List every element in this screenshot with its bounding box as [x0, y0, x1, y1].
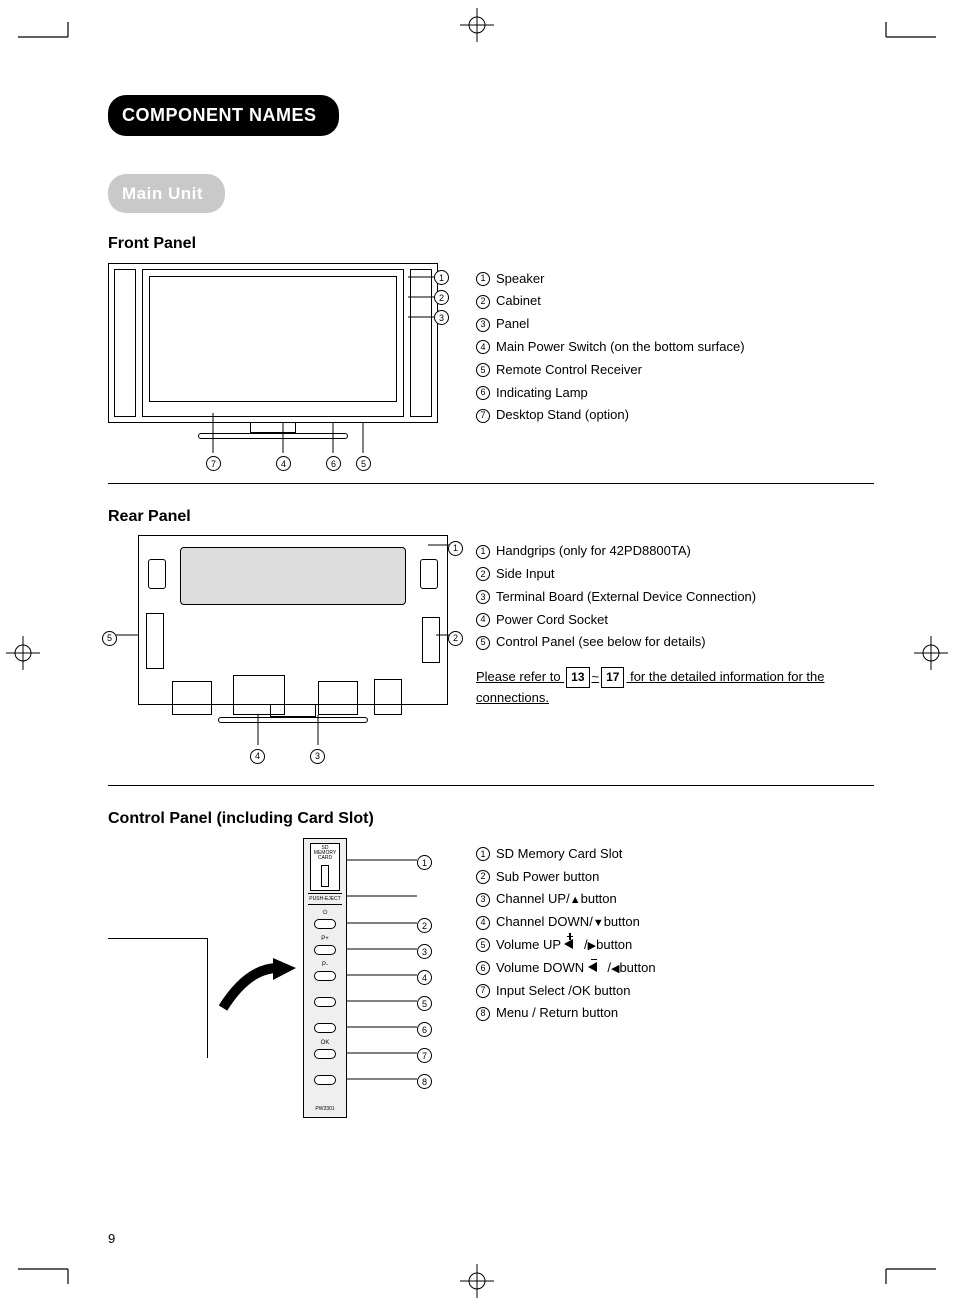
list-item: Volume UP /▶button — [496, 935, 632, 956]
callout-num: 2 — [434, 290, 449, 305]
callout-num: 7 — [206, 456, 221, 471]
front-panel-illustration: 1 2 3 7 4 6 5 — [108, 263, 448, 463]
section-title-pill: COMPONENT NAMES — [108, 95, 339, 136]
rear-panel-illustration: 1 2 5 4 3 — [108, 535, 448, 765]
list-item: Control Panel (see below for details) — [496, 632, 706, 653]
page-ref: 17 — [601, 667, 624, 688]
callout-num: 4 — [276, 456, 291, 471]
registration-mark-icon — [6, 636, 40, 670]
list-item: Sub Power button — [496, 867, 599, 888]
triangle-up-icon: ▲ — [570, 894, 581, 906]
callout-num: 5 — [102, 631, 117, 646]
control-panel-heading: Control Panel (including Card Slot) — [108, 806, 874, 832]
callout-num: 3 — [417, 944, 432, 959]
callout-num: 5 — [356, 456, 371, 471]
front-panel-heading: Front Panel — [108, 231, 874, 257]
arrow-icon — [218, 958, 298, 1018]
control-panel-block: Control Panel (including Card Slot) SD M… — [108, 806, 874, 1128]
callout-num: 3 — [310, 749, 325, 764]
volume-down-icon — [588, 962, 604, 972]
callout-num: 2 — [448, 631, 463, 646]
rear-panel-list: 1Handgrips (only for 42PD8800TA) 2Side I… — [476, 535, 874, 709]
page-content: COMPONENT NAMES Main Unit Front Panel 1 — [108, 95, 874, 1128]
list-item: Terminal Board (External Device Connecti… — [496, 587, 756, 608]
callout-num: 8 — [417, 1074, 432, 1089]
control-panel-list: 1SD Memory Card Slot 2Sub Power button 3… — [476, 838, 874, 1026]
list-item: Main Power Switch (on the bottom surface… — [496, 337, 745, 358]
callout-num: 6 — [326, 456, 341, 471]
list-item: Power Cord Socket — [496, 610, 608, 631]
page-ref: 13 — [566, 667, 589, 688]
list-item: Menu / Return button — [496, 1003, 618, 1024]
control-panel-illustration: SD MEMORY CARD PUSH-EJECT ⏻ P+ P- OK — [108, 838, 448, 1128]
triangle-down-icon: ▼ — [593, 917, 604, 929]
list-item: Speaker — [496, 269, 544, 290]
list-item: SD Memory Card Slot — [496, 844, 622, 865]
callout-num: 2 — [417, 918, 432, 933]
triangle-right-icon: ▶ — [588, 940, 596, 952]
list-item: Input Select /OK button — [496, 981, 630, 1002]
list-item: Panel — [496, 314, 529, 335]
list-item: Side Input — [496, 564, 555, 585]
page-number: 9 — [108, 1229, 115, 1250]
callout-num: 4 — [250, 749, 265, 764]
refer-note: Please refer to 13~17 for the detailed i… — [476, 667, 874, 709]
subsection-title-pill: Main Unit — [108, 174, 225, 213]
divider — [108, 483, 874, 484]
crop-mark-icon — [18, 1254, 78, 1284]
callout-num: 5 — [417, 996, 432, 1011]
crop-mark-icon — [876, 1254, 936, 1284]
registration-mark-icon — [914, 636, 948, 670]
callout-num: 6 — [417, 1022, 432, 1037]
callout-num: 1 — [417, 855, 432, 870]
model-number: PW3301 — [304, 1105, 346, 1113]
callout-num: 7 — [417, 1048, 432, 1063]
registration-mark-icon — [460, 1264, 494, 1298]
rear-panel-block: Rear Panel 1 2 5 — [108, 504, 874, 766]
front-panel-block: Front Panel 1 2 3 — [108, 231, 874, 463]
leader-lines-icon — [108, 535, 468, 765]
crop-mark-icon — [18, 22, 78, 52]
front-panel-list: 1Speaker 2Cabinet 3Panel 4Main Power Swi… — [476, 263, 874, 429]
push-eject-label: PUSH-EJECT — [308, 893, 342, 905]
leader-lines-icon — [108, 403, 438, 463]
divider — [108, 785, 874, 786]
rear-panel-heading: Rear Panel — [108, 504, 874, 530]
list-item: Cabinet — [496, 291, 541, 312]
registration-mark-icon — [460, 8, 494, 42]
callout-num: 4 — [417, 970, 432, 985]
list-item: Volume DOWN /◀button — [496, 958, 656, 979]
crop-mark-icon — [876, 22, 936, 52]
callout-num: 3 — [434, 310, 449, 325]
list-item: Remote Control Receiver — [496, 360, 642, 381]
list-item: Desktop Stand (option) — [496, 405, 629, 426]
sd-card-slot: SD MEMORY CARD — [310, 843, 340, 891]
control-strip: SD MEMORY CARD PUSH-EJECT ⏻ P+ P- OK — [303, 838, 347, 1118]
callout-num: 1 — [434, 270, 449, 285]
list-item: Channel UP/▲button — [496, 889, 617, 910]
callout-num: 1 — [448, 541, 463, 556]
volume-up-icon — [564, 939, 580, 949]
list-item: Handgrips (only for 42PD8800TA) — [496, 541, 691, 562]
list-item: Indicating Lamp — [496, 383, 588, 404]
list-item: Channel DOWN/▼button — [496, 912, 640, 933]
